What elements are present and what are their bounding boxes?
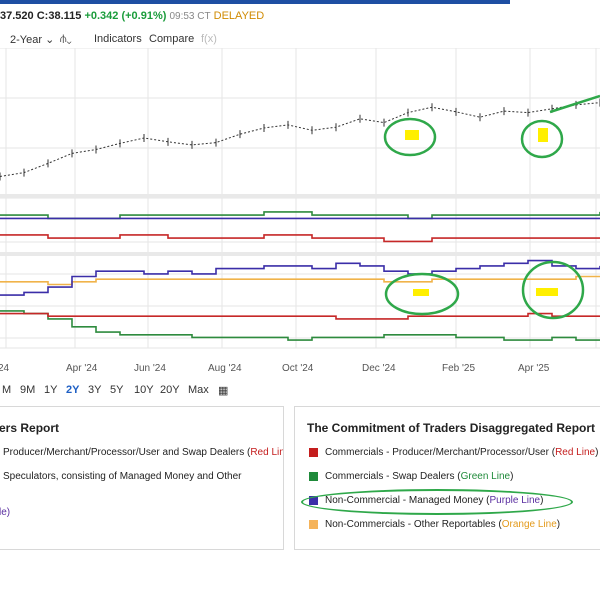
calendar-icon[interactable]: ▦: [218, 385, 229, 397]
price-prefix: 37.520: [0, 10, 34, 22]
left-report-panel: ers Report Producer/Merchant/Processor/U…: [0, 406, 284, 550]
cot-pane-2: [0, 259, 600, 341]
purple-line: [0, 259, 600, 296]
range-button-max[interactable]: Max: [188, 384, 209, 396]
pane-separator: [0, 194, 600, 198]
range-button-2y[interactable]: 2Y: [66, 384, 80, 396]
left-panel-line3: le): [0, 507, 11, 518]
orange-line: [0, 275, 600, 286]
range-button-m[interactable]: M: [2, 384, 12, 396]
x-tick-label: Oct '24: [282, 363, 314, 374]
x-tick-label-partial: 24: [0, 363, 10, 374]
annotation-circle: [521, 260, 585, 320]
annotation-circle: [384, 272, 460, 316]
bar-chart-icon: ⫛: [60, 33, 67, 45]
close-label: C:: [36, 10, 49, 22]
legend-color-label: Green Line: [460, 471, 511, 482]
period-dropdown[interactable]: 2-Year ⌄: [10, 33, 54, 46]
range-button-10y[interactable]: 10Y: [134, 384, 154, 396]
price-change: +0.342 (+0.91%): [84, 10, 167, 22]
x-tick-label: Jun '24: [134, 363, 166, 374]
annotation-circle: [383, 117, 437, 157]
legend-swatch: [309, 472, 318, 481]
chevron-down-icon: ⌄: [45, 34, 55, 46]
range-button-1y[interactable]: 1Y: [44, 384, 58, 396]
range-selector: M 9M 1Y 2Y 3Y 5Y 10Y 20Y Max ▦: [0, 382, 600, 400]
x-tick-label: Apr '25: [518, 363, 550, 374]
compare-button[interactable]: Compare: [149, 33, 195, 45]
x-tick-label: Feb '25: [442, 363, 475, 374]
right-panel-title: The Commitment of Traders Disaggregated …: [307, 421, 596, 435]
cot-pane-1: [0, 211, 600, 243]
highlight-mark: [405, 130, 419, 140]
legend-swatch: [309, 520, 318, 529]
chevron-down-icon: ⌄: [66, 33, 72, 45]
x-tick-label: Apr '24: [66, 363, 98, 374]
legend-item: Commercials - Swap Dealers (Green Line): [325, 471, 514, 482]
delayed-badge: DELAYED: [213, 10, 265, 22]
legend-text: Commercials - Swap Dealers (: [325, 471, 461, 482]
chart-toolbar: 2-Year ⌄ ⫛⌄ Indicators Compare f(x): [0, 30, 600, 50]
legend-swatch: [309, 448, 318, 457]
range-button-5y[interactable]: 5Y: [110, 384, 124, 396]
annotation-ellipse: [301, 489, 573, 515]
top-progress-bar: [0, 0, 600, 4]
bar-type-button[interactable]: ⫛⌄: [60, 33, 72, 46]
left-line1-text: Producer/Merchant/Processor/User and Swa…: [3, 447, 251, 458]
price-series: [0, 98, 600, 181]
range-button-20y[interactable]: 20Y: [160, 384, 180, 396]
fx-button[interactable]: f(x): [201, 33, 217, 45]
range-button-9m[interactable]: 9M: [20, 384, 36, 396]
x-tick-label: Dec '24: [362, 363, 396, 374]
legend-color-label: Orange Line: [501, 519, 557, 530]
highlight-mark: [413, 289, 429, 296]
annotations: [383, 94, 600, 320]
price-line: [0, 102, 600, 177]
x-axis: Apr '24 Jun '24 Aug '24 Oct '24 Dec '24 Feb '…: [0, 363, 550, 374]
x-tick-label: Aug '24: [208, 363, 242, 374]
legend-text: Commercials - Producer/Merchant/Processo…: [325, 447, 556, 458]
close-value: 38.115: [48, 10, 82, 22]
chart-grid: [0, 48, 600, 349]
legend-text: Non-Commercials - Other Reportables (: [325, 519, 502, 530]
left-line1-color: Red Line: [250, 447, 283, 458]
legend-color-label: Red Line: [555, 447, 596, 458]
cot-chart[interactable]: Apr '24 Jun '24 Aug '24 Oct '24 Dec '24 Feb '…: [0, 48, 600, 380]
legend-item: Non-Commercials - Other Reportables (Ora…: [325, 519, 561, 530]
red-line-pane1: [0, 234, 600, 243]
green-line: [0, 310, 600, 341]
left-panel-line1: Producer/Merchant/Processor/User and Swa…: [3, 447, 283, 458]
annotation-circle: [520, 119, 564, 159]
left-panel-title: ers Report: [0, 421, 60, 435]
quote-time: 09:53 CT: [169, 11, 211, 22]
range-button-3y[interactable]: 3Y: [88, 384, 102, 396]
highlight-mark: [536, 288, 558, 296]
right-report-panel: The Commitment of Traders Disaggregated …: [294, 406, 600, 550]
period-label: 2-Year: [10, 34, 43, 46]
left-panel-line2: Speculators, consisting of Managed Money…: [3, 471, 242, 482]
annotation-arrow: [549, 94, 600, 114]
highlight-mark: [538, 128, 548, 142]
indicators-button[interactable]: Indicators: [94, 33, 142, 45]
red-line: [0, 312, 600, 320]
quote-bar: 37.520 C:38.115 +0.342 (+0.91%) 09:53 CT…: [0, 10, 264, 28]
legend-item: Commercials - Producer/Merchant/Processo…: [325, 447, 599, 458]
green-line-pane1: [0, 211, 600, 220]
pane-separator: [0, 252, 600, 256]
